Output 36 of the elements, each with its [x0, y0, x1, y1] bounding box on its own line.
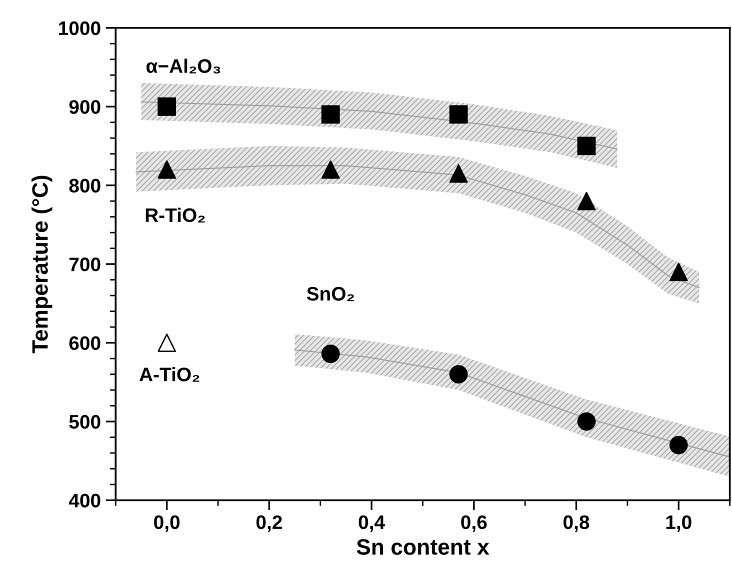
x-tick-label: 0,6	[461, 515, 487, 532]
series-label: A-TiO₂	[139, 367, 200, 382]
point	[449, 365, 468, 384]
series-label: R-TiO₂	[146, 208, 205, 222]
point	[158, 334, 176, 352]
x-tick-label: 0,4	[358, 515, 385, 532]
line-series	[136, 165, 700, 288]
point	[321, 160, 340, 179]
point	[321, 344, 340, 364]
point	[669, 262, 688, 282]
y-tick-label: 700	[69, 258, 100, 272]
series-label: α−Al₂O₃	[146, 58, 220, 74]
x-tick-label: 0,8	[564, 515, 590, 532]
y-axis-title: Temperature (°C)	[32, 176, 52, 354]
x-tick-label: 0,2	[256, 515, 282, 532]
point	[577, 412, 596, 431]
y-tick-label: 600	[69, 336, 100, 350]
y-tick-label: 500	[69, 414, 100, 429]
y-tick-label: 800	[69, 178, 100, 193]
point	[321, 105, 340, 124]
line-series	[294, 349, 730, 458]
point	[449, 105, 468, 124]
y-tick-label: 900	[69, 100, 100, 114]
line-series	[140, 101, 618, 150]
y-tick-label: 1000	[59, 21, 100, 36]
point	[577, 192, 596, 210]
point	[158, 160, 176, 179]
text: SnO₂	[306, 286, 354, 302]
x-axis-title: Sn content x	[356, 539, 490, 555]
x-tick-label: 0,0	[154, 515, 180, 532]
y-tick-label: 400	[68, 494, 100, 508]
point	[577, 136, 596, 156]
point	[669, 436, 688, 454]
x-tick-label: 1,0	[666, 515, 692, 532]
point	[449, 164, 468, 183]
point	[158, 97, 176, 116]
